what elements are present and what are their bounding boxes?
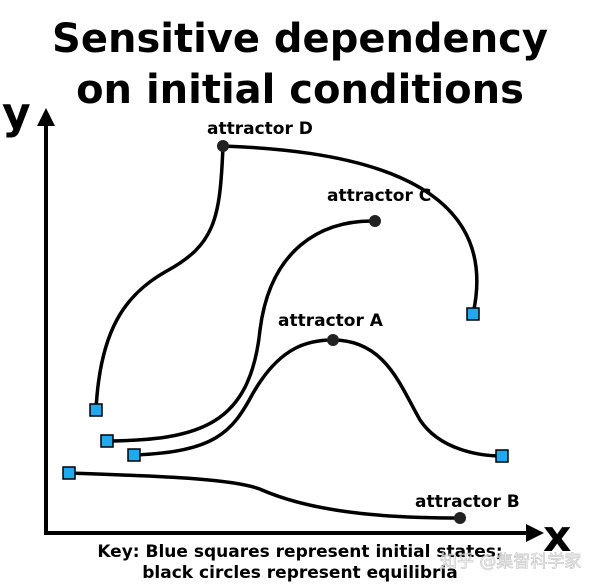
trajectory-to-a-left (133, 338, 334, 457)
label-attractor-b: attractor B (415, 492, 520, 512)
initial-state (495, 449, 509, 463)
trajectory-to-a-right (332, 338, 503, 458)
label-attractor-a: attractor A (278, 311, 384, 331)
watermark: 知乎 @集智科学家 (440, 552, 581, 572)
key-line-1: Key: Blue squares represent initial stat… (97, 542, 502, 562)
trajectory-to-c (106, 219, 376, 443)
y-axis-arrow (37, 108, 55, 126)
label-attractor-d: attractor D (207, 119, 313, 139)
equilibrium-b (454, 512, 466, 524)
title-line-2: on initial conditions (76, 67, 524, 113)
initial-state (127, 448, 141, 462)
y-axis-label: y (2, 88, 31, 139)
trajectory-to-d-right (222, 144, 479, 315)
title-line-1: Sensitive dependency (52, 16, 548, 62)
trajectory-to-b (68, 471, 461, 520)
x-axis-label: x (543, 511, 571, 562)
equilibrium-c (369, 215, 381, 227)
initial-state (466, 307, 480, 321)
x-axis-arrow (526, 524, 544, 542)
equilibrium-a (327, 334, 339, 346)
axes (44, 122, 530, 535)
initial-state (89, 403, 103, 417)
equilibrium-d (217, 140, 229, 152)
key-line-2: black circles represent equilibria (142, 563, 457, 583)
initial-state (62, 466, 76, 480)
label-attractor-c: attractor C (327, 186, 431, 206)
trajectory-to-d-left (94, 145, 225, 411)
initial-state (100, 434, 114, 448)
